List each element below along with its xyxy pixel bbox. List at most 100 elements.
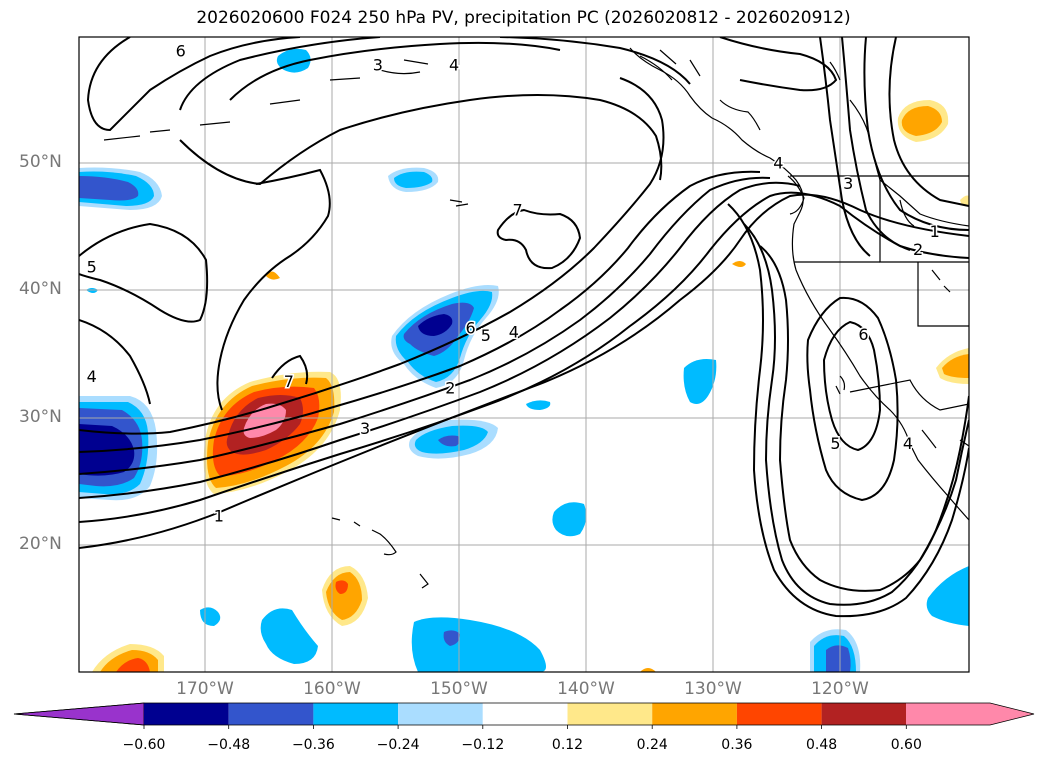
colorbar-extend-low: [13, 702, 145, 726]
pv-contour-east-1: [819, 37, 871, 257]
coastlines: [103, 47, 969, 589]
contour-label: 5: [830, 434, 840, 453]
contour-label: 3: [843, 174, 853, 193]
neg-anomaly-31n: [526, 400, 551, 410]
neg-anomaly-34n: [683, 359, 717, 404]
contour-label: 1: [930, 222, 940, 241]
contour-label: 4: [449, 56, 459, 75]
neg-anomaly-pacific-max: [418, 314, 453, 336]
pv-contour-4: [79, 176, 771, 475]
pv-contour-7: [496, 208, 582, 270]
contour-label: 7: [513, 201, 523, 220]
pv-contour-west-4: [79, 319, 151, 405]
contour-label: 5: [481, 326, 491, 345]
colorbar-bin-5: [482, 703, 568, 725]
contour-label: 4: [903, 434, 913, 453]
contour-label: 6: [466, 319, 476, 338]
neg-anomaly-28n-strong: [438, 435, 460, 447]
contour-label: 1: [214, 507, 224, 526]
pv-contour-west-5: [79, 222, 209, 323]
lon-label-170w: 170°W: [176, 679, 234, 699]
contour-label: 3: [360, 419, 370, 438]
pv-contour-3: [79, 181, 801, 499]
neg-anomaly-far-se: [926, 566, 969, 626]
pv-contour-trough-3: [727, 203, 969, 618]
contour-label: 6: [858, 325, 868, 344]
pos-anomaly-41n: [266, 271, 280, 280]
pv-contour-big: [216, 168, 331, 411]
pv-contour-north-3: [229, 41, 561, 101]
pos-anomaly-sw-corner-strong: [116, 658, 150, 672]
pv-contours: [79, 37, 969, 618]
lat-label-40n: 40°N: [19, 279, 62, 299]
lon-label-120w: 120°W: [811, 679, 869, 699]
colorbar-bin-9: [821, 703, 907, 725]
colorbar-tick-7: 0.24: [636, 737, 668, 753]
contour-label: 6: [176, 42, 186, 61]
colorbar-tick-6: 0.12: [551, 737, 584, 753]
lon-label-130w: 130°W: [684, 679, 742, 699]
pos-anomaly-east-core: [942, 354, 969, 378]
lat-label-50n: 50°N: [19, 152, 62, 172]
colorbar-tick-9: 0.48: [806, 737, 838, 753]
colorbar-tick-4: −0.24: [376, 737, 420, 753]
colorbar-bin-7: [652, 703, 737, 725]
contour-label: 5: [87, 258, 97, 277]
pv-contour-ne-loop: [719, 37, 838, 92]
colorbar-bin-1: [144, 703, 229, 725]
pos-anomaly-18n-peak: [335, 580, 348, 594]
figure-title: 2026020600 F024 250 hPa PV, precipitatio…: [196, 8, 851, 28]
neg-anomaly-16n-b: [411, 617, 546, 672]
colorbar-bin-2: [228, 703, 314, 725]
lon-label-160w: 160°W: [303, 679, 361, 699]
pv-contour-trough-1: [759, 245, 969, 592]
colorbar-outline: [13, 702, 1035, 726]
colorbar-tick-3: −0.36: [291, 737, 335, 753]
contour-label: 4: [773, 154, 783, 173]
colorbar-tick-1: −0.60: [122, 737, 166, 753]
pv-contour-trough-4: [806, 296, 899, 502]
pv-contour-6: [79, 77, 665, 435]
pv-contour-trough-5: [822, 320, 882, 452]
map-frame: [78, 36, 970, 673]
lon-label-150w: 150°W: [430, 679, 488, 699]
colorbar-tick-2: −0.48: [207, 737, 251, 753]
colorbar-tick-5: −0.12: [461, 737, 505, 753]
lat-label-20n: 20°N: [19, 534, 62, 554]
colorbar-bin-4: [398, 703, 483, 725]
neg-anomaly-48n-core: [394, 171, 433, 188]
lat-label-30n: 30°N: [19, 407, 62, 427]
lon-label-140w: 140°W: [557, 679, 615, 699]
neg-anomaly-22n: [552, 502, 587, 537]
pv-contour-trough-2: [743, 223, 969, 606]
pos-anomaly-42n: [732, 261, 746, 267]
pos-anomaly-18n-core: [326, 572, 362, 620]
colorbar-bin-8: [736, 703, 822, 725]
contour-label: 2: [445, 378, 455, 397]
pv-contour-east-3: [863, 37, 969, 231]
pv-contour-5: [79, 170, 761, 453]
pos-anomaly-ne-core: [901, 106, 942, 136]
contour-label: 4: [509, 322, 519, 341]
pv-contour-east-2: [841, 37, 911, 251]
neg-anomaly-16n-b-core: [443, 630, 460, 646]
pv-contour-1: [79, 193, 969, 549]
precip-anomaly-shading: [79, 48, 969, 672]
contour-label: 4: [87, 367, 97, 386]
pv-contour-east-4: [888, 37, 969, 207]
pv-contour-2: [79, 191, 969, 523]
contour-label: 7: [284, 372, 294, 391]
pv-contour-north-2: [86, 37, 301, 132]
colorbar-tick-10: 0.60: [890, 737, 922, 753]
neg-anomaly-16n-a: [260, 608, 318, 664]
neg-anomaly-south-east-strong: [826, 645, 851, 672]
pv-contour-north-6: [499, 37, 691, 85]
contour-label: 2: [913, 240, 923, 259]
graticule: [79, 37, 969, 672]
colorbar-bin-3: [313, 703, 399, 725]
colorbar-bin-6: [567, 703, 653, 725]
pv-contour-7b: [271, 354, 309, 385]
colorbar-extend-high: [906, 703, 1034, 725]
